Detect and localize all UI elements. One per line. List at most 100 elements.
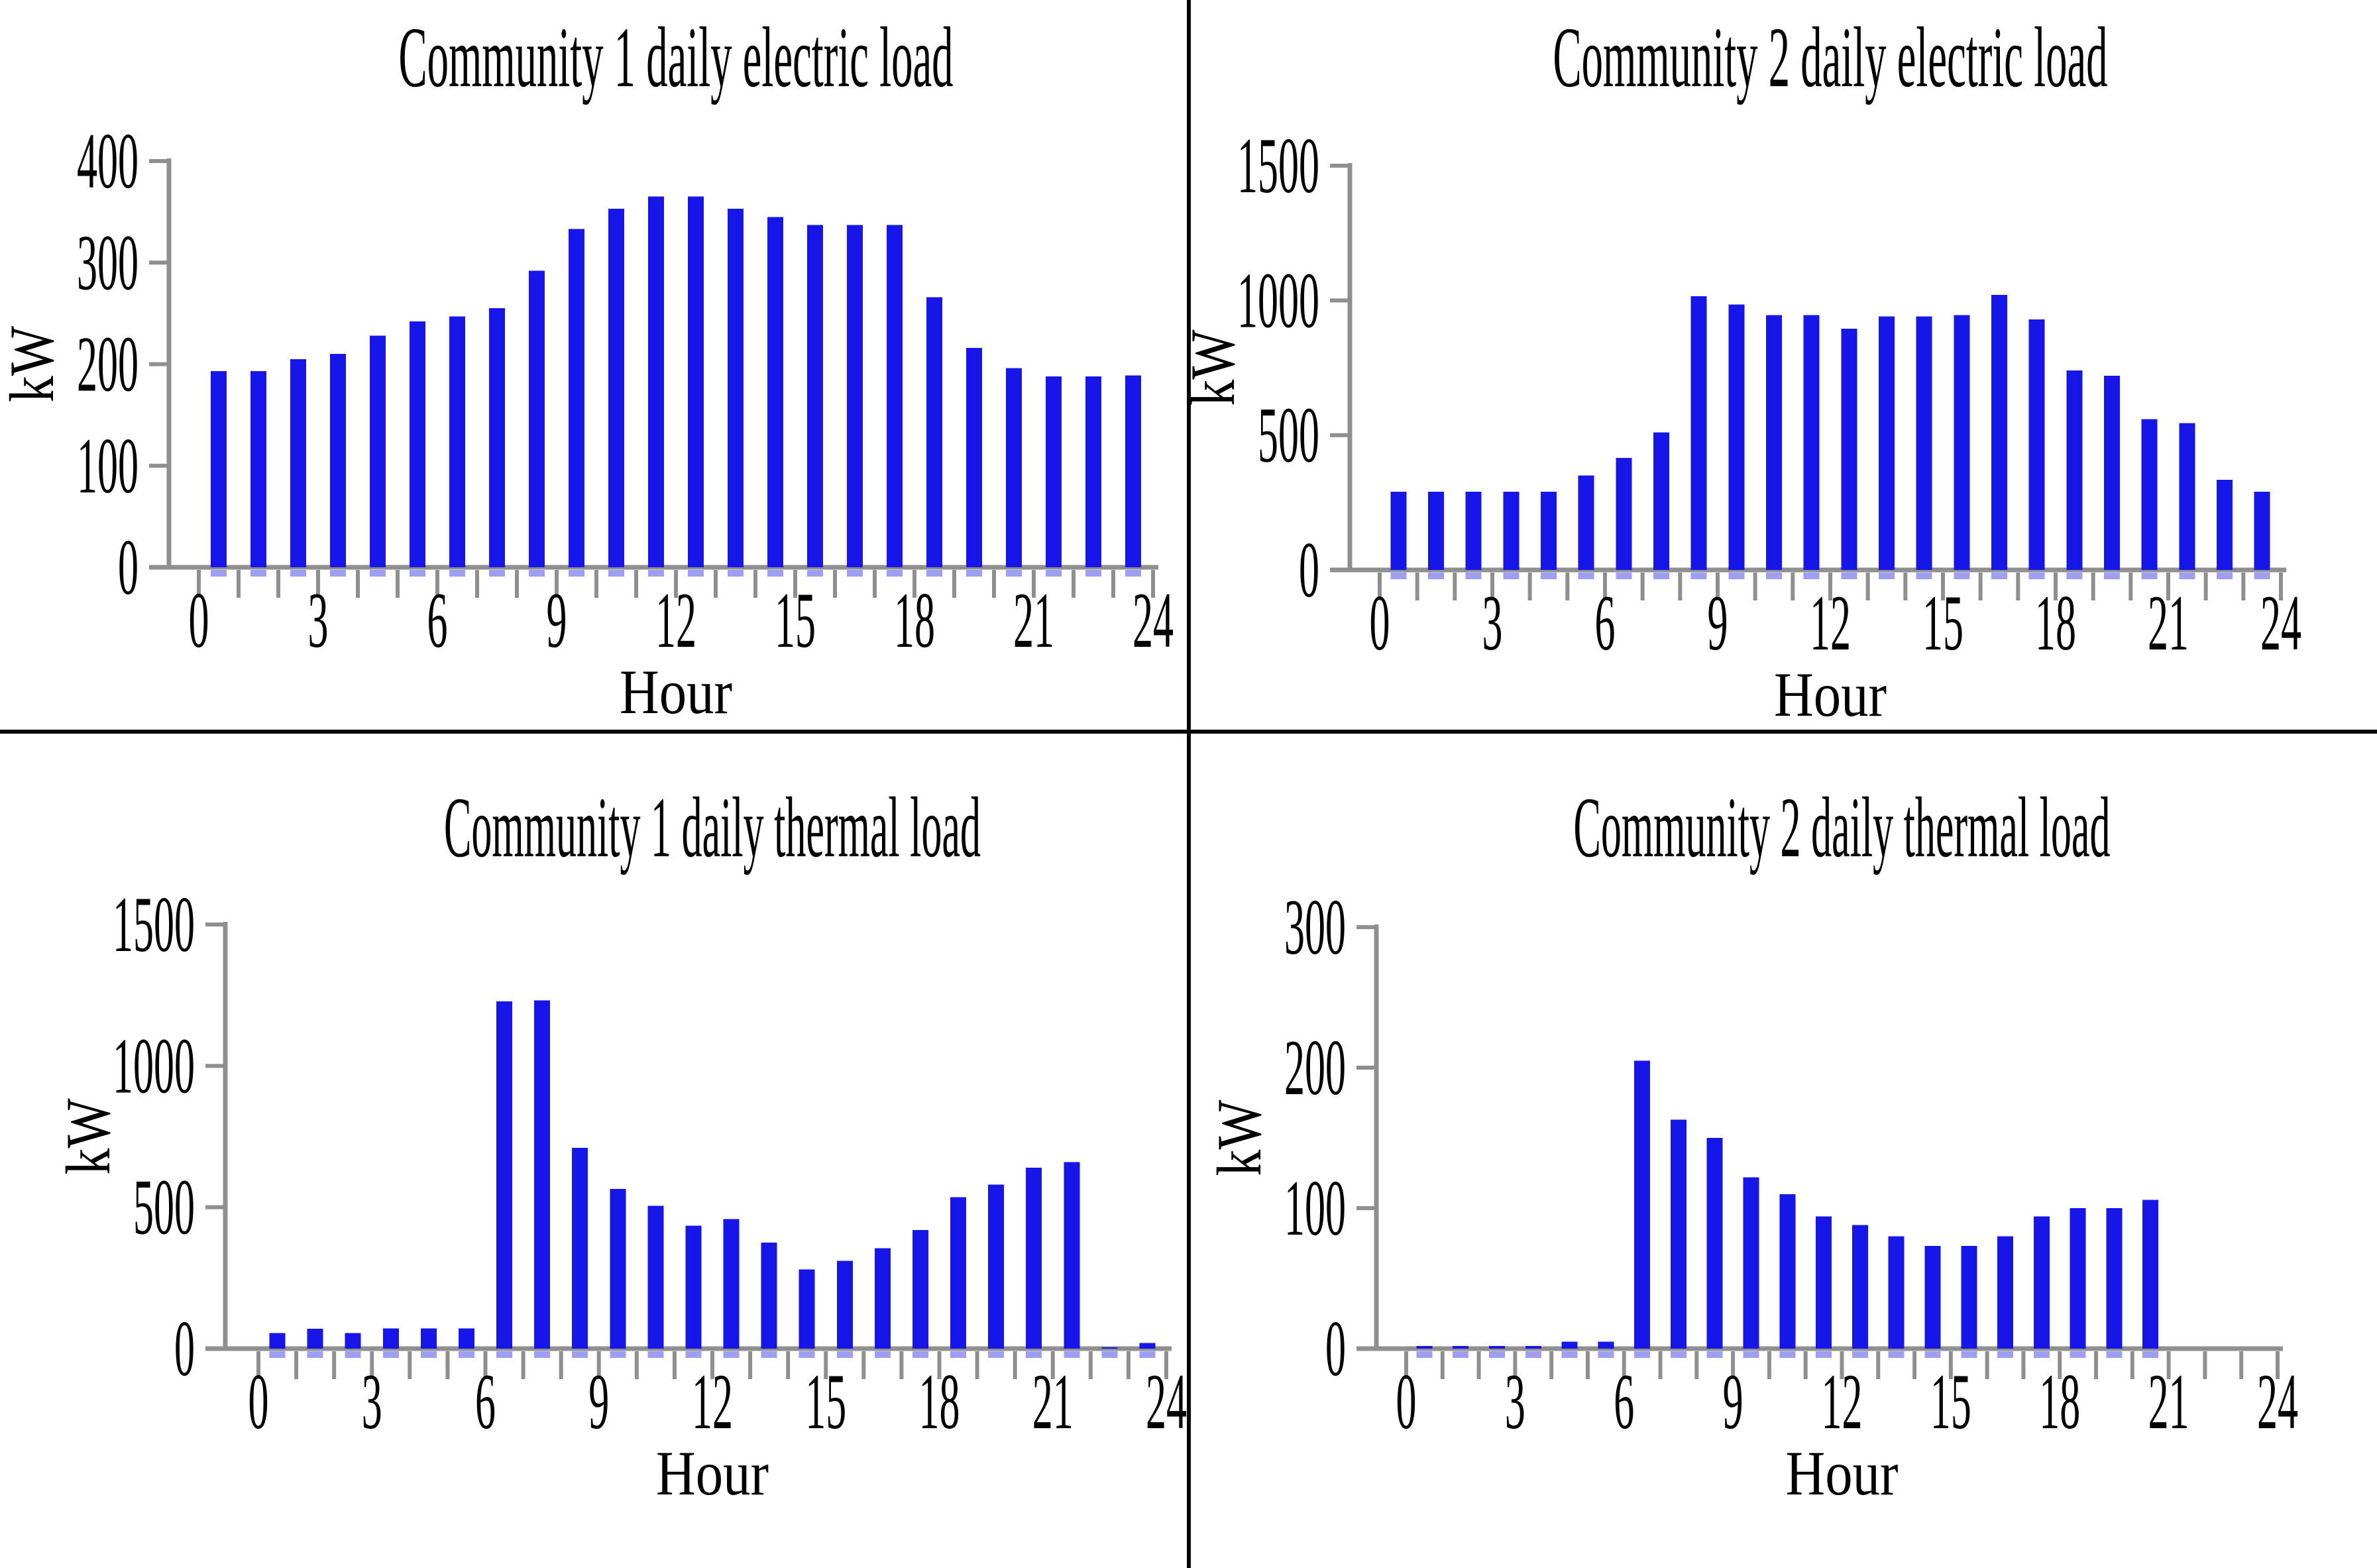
bar-hour-17 xyxy=(2033,1216,2050,1349)
bar-hour-20 xyxy=(2141,419,2158,570)
y-tick-label: 0 xyxy=(1325,1304,1346,1392)
chart-title: Community 2 daily thermal load xyxy=(1574,780,2111,875)
bar-under-axis-stub xyxy=(307,1351,323,1358)
bar-hour-5 xyxy=(1598,1341,1614,1349)
chart-title: Community 1 daily electric load xyxy=(399,10,954,105)
bar-hour-9 xyxy=(1743,1177,1759,1349)
bar-under-axis-stub xyxy=(1541,573,1557,579)
bar-under-axis-stub xyxy=(1598,1351,1614,1358)
bar-under-axis-stub xyxy=(1779,1351,1796,1358)
y-tick-label: 300 xyxy=(1284,883,1346,971)
y-axis-unit-label: kW xyxy=(1191,329,1248,406)
y-axis-unit-label: kW xyxy=(0,326,67,402)
x-tick-label: 15 xyxy=(805,1357,846,1445)
x-tick-label: 21 xyxy=(1013,576,1054,664)
x-tick-label: 6 xyxy=(1595,579,1616,667)
y-axis-unit-label: kW xyxy=(1204,1099,1274,1176)
bar-under-axis-stub xyxy=(966,570,982,577)
bar-under-axis-stub xyxy=(2104,573,2120,579)
bar-under-axis-stub xyxy=(2179,573,2195,579)
bar-hour-4 xyxy=(370,335,386,567)
bar-hour-18 xyxy=(2066,370,2083,570)
bar-under-axis-stub xyxy=(1634,1351,1651,1358)
y-tick-label: 1500 xyxy=(1237,121,1319,209)
bar-hour-8 xyxy=(1690,296,1707,570)
bar-under-axis-stub xyxy=(290,570,306,577)
bar-under-axis-stub xyxy=(1766,573,1782,579)
bar-under-axis-stub xyxy=(250,570,266,577)
bar-hour-2 xyxy=(290,359,306,567)
bar-under-axis-stub xyxy=(836,1351,853,1358)
bar-under-axis-stub xyxy=(345,1351,361,1358)
bar-hour-23 xyxy=(1139,1343,1156,1349)
x-tick-label: 6 xyxy=(1614,1357,1634,1445)
bar-under-axis-stub xyxy=(2141,573,2158,579)
bar-under-axis-stub xyxy=(1728,573,1745,579)
bar-under-axis-stub xyxy=(449,570,465,577)
bar-hour-10 xyxy=(608,209,624,568)
bar-under-axis-stub xyxy=(887,570,903,577)
x-tick-label: 18 xyxy=(919,1357,960,1445)
bar-hour-5 xyxy=(410,321,425,567)
bar-hour-21 xyxy=(2179,423,2195,570)
bar-under-axis-stub xyxy=(1139,1351,1156,1358)
bar-hour-14 xyxy=(799,1269,815,1349)
bar-under-axis-stub xyxy=(761,1351,777,1358)
x-tick-label: 9 xyxy=(1723,1357,1743,1445)
x-tick-label: 21 xyxy=(1032,1357,1074,1445)
bar-hour-6 xyxy=(1616,458,1632,570)
bar-under-axis-stub xyxy=(1453,1351,1469,1358)
y-tick-label: 0 xyxy=(1299,526,1319,614)
bar-under-axis-stub xyxy=(2070,1351,2086,1358)
bar-hour-16 xyxy=(1991,295,2007,570)
bar-hour-20 xyxy=(1006,368,1022,567)
x-tick-label: 9 xyxy=(1708,579,1728,667)
bar-hour-22 xyxy=(1101,1347,1118,1349)
bar-under-axis-stub xyxy=(1465,573,1482,579)
bar-under-axis-stub xyxy=(1690,573,1707,579)
bar-hour-13 xyxy=(761,1243,777,1349)
bar-hour-7 xyxy=(1653,432,1669,570)
x-tick-label: 6 xyxy=(475,1357,496,1445)
bar-under-axis-stub xyxy=(688,570,704,577)
bar-under-axis-stub xyxy=(2254,573,2270,579)
x-tick-label: 15 xyxy=(1922,579,1963,667)
bar-under-axis-stub xyxy=(1954,573,1970,579)
bar-under-axis-stub xyxy=(912,1351,928,1358)
bar-hour-13 xyxy=(728,209,744,568)
bar-hour-17 xyxy=(887,225,903,567)
panel-community-2-electric: 0 500 1000 1500 0 3 6 9 12 15 18 21 24 Community 2 da… xyxy=(1191,0,2377,730)
bar-under-axis-stub xyxy=(1390,573,1407,579)
bar-hour-15 xyxy=(1954,315,1970,570)
x-tick-label: 0 xyxy=(189,576,209,664)
bar-hour-16 xyxy=(874,1248,891,1349)
bar-under-axis-stub xyxy=(330,570,346,577)
bar-hour-11 xyxy=(648,196,664,567)
x-tick-label: 12 xyxy=(1822,1357,1863,1445)
bar-under-axis-stub xyxy=(1879,573,1895,579)
bar-hour-16 xyxy=(1997,1236,2014,1349)
bar-under-axis-stub xyxy=(1616,573,1632,579)
bar-hour-14 xyxy=(767,217,783,568)
bar-under-axis-stub xyxy=(2217,573,2233,579)
bar-hour-15 xyxy=(1961,1246,1977,1349)
bar-under-axis-stub xyxy=(1670,1351,1686,1358)
bar-hour-20 xyxy=(2142,1200,2159,1349)
bar-hour-14 xyxy=(1916,316,1932,570)
chart-title: Community 1 daily thermal load xyxy=(444,780,981,875)
bar-hour-2 xyxy=(1488,1345,1505,1349)
y-tick-label: 500 xyxy=(1258,391,1319,479)
bar-under-axis-stub xyxy=(211,570,227,577)
bar-under-axis-stub xyxy=(926,570,942,577)
x-tick-label: 9 xyxy=(588,1357,609,1445)
bar-hour-8 xyxy=(529,270,545,567)
bar-under-axis-stub xyxy=(1085,570,1101,577)
bar-hour-15 xyxy=(836,1260,853,1349)
quadrant-divider-vertical xyxy=(1187,0,1191,1568)
bar-hour-11 xyxy=(685,1225,702,1349)
x-axis-label: Hour xyxy=(1774,659,1887,730)
bar-hour-14 xyxy=(1924,1246,1941,1349)
bar-under-axis-stub xyxy=(569,570,584,577)
bar-hour-19 xyxy=(988,1184,1005,1349)
bar-hour-7 xyxy=(534,1000,551,1349)
